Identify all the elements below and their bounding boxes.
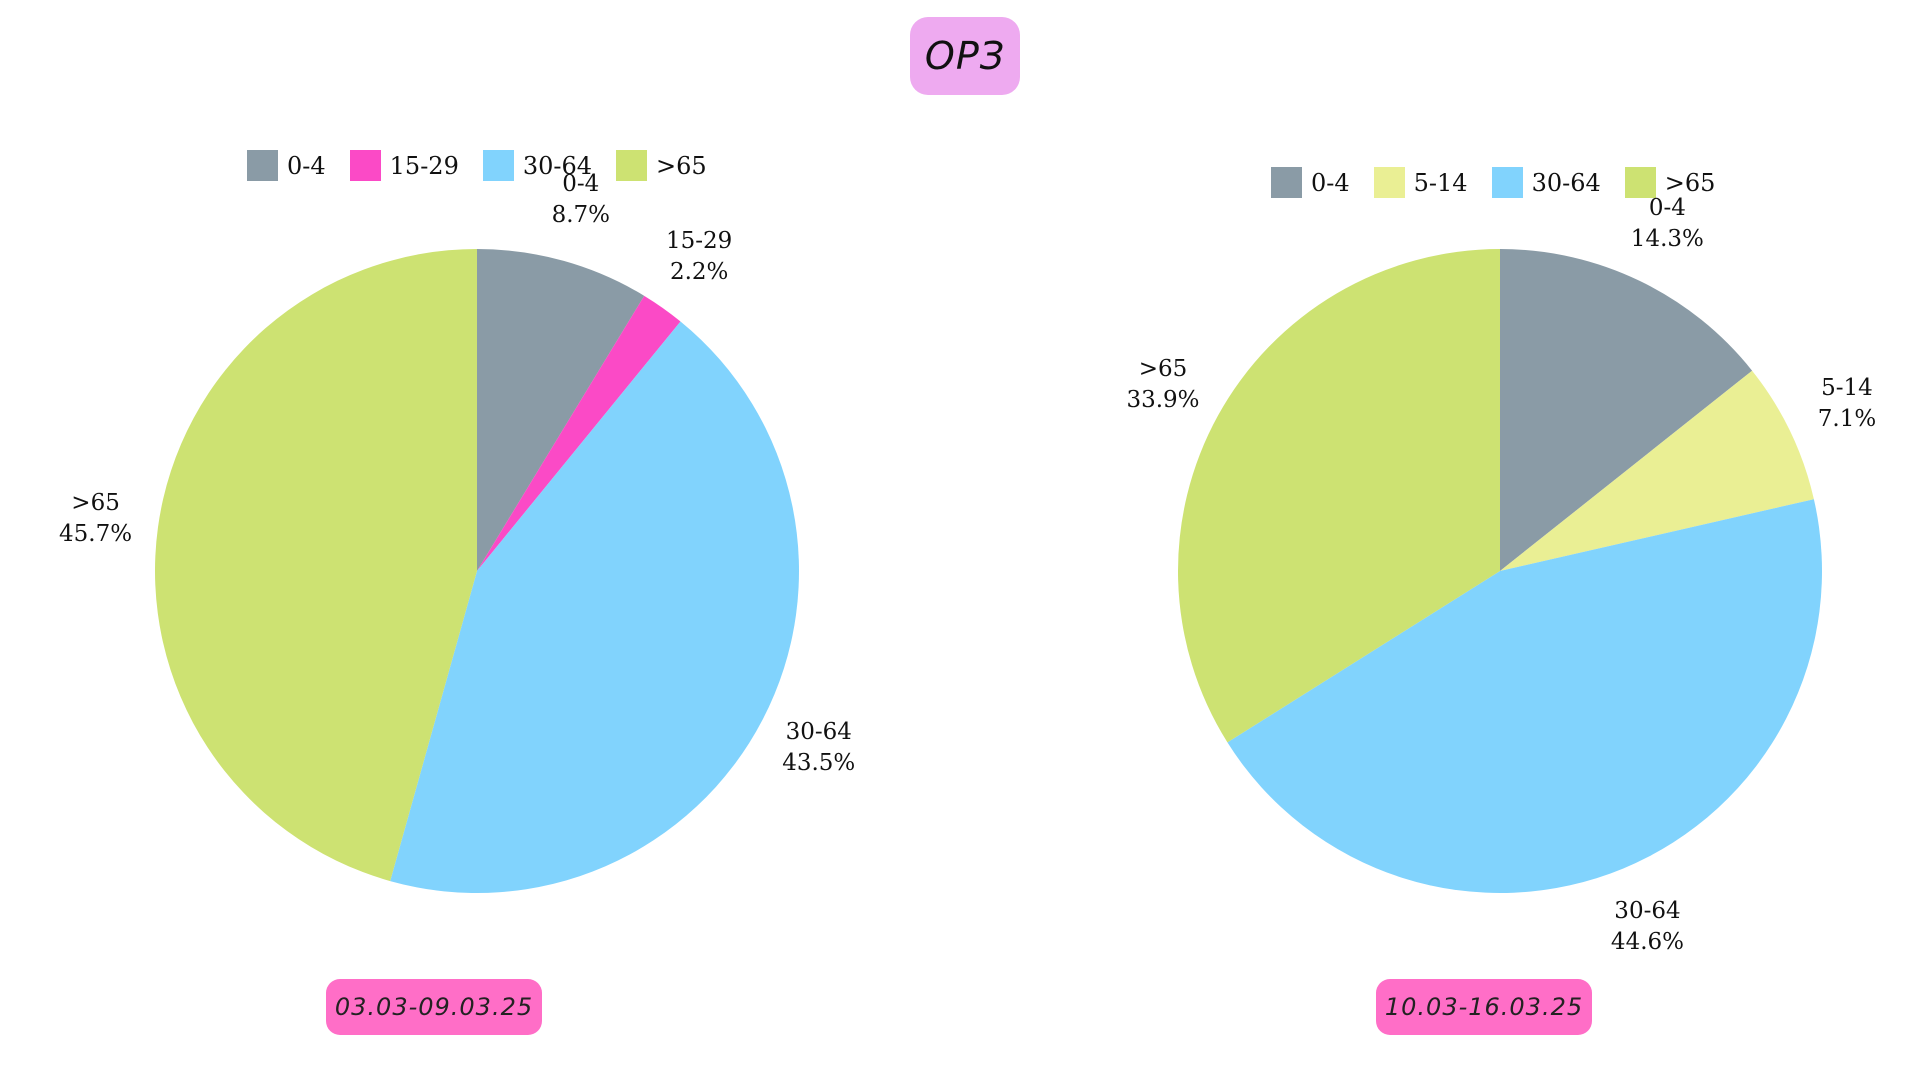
pie-slice-65: [154, 249, 477, 882]
legend-swatch: [349, 150, 381, 181]
pie-slice-0-4: [477, 249, 645, 571]
legend-label: 30-64: [1531, 168, 1601, 197]
legend-item: 30-64: [482, 150, 593, 181]
legend-label: 0-4: [1311, 168, 1350, 197]
legend-item: 15-29: [349, 150, 459, 181]
pie-svg-week-1: [154, 249, 800, 893]
slice-percent: 14.3%: [1630, 226, 1704, 253]
slice-label: 15-29 2.2%: [666, 226, 732, 288]
legend-label: >65: [656, 151, 707, 180]
period-badge-week-1: 03.03-09.03.25: [326, 979, 542, 1035]
legend-label: 5-14: [1413, 168, 1468, 197]
legend-label: 30-64: [522, 151, 593, 180]
legend-swatch: [1624, 167, 1656, 198]
pie-slice-0-4: [1500, 249, 1753, 571]
slice-percent: 43.5%: [782, 750, 856, 777]
legend-swatch: [1373, 167, 1405, 198]
legend-item: 5-14: [1373, 167, 1468, 198]
slice-category: 15-29: [666, 227, 733, 254]
slice-percent: 45.7%: [59, 520, 133, 547]
pie-chart-week-2: 0-4 5-14 30-64 >65 10.03-16.03.25 0-4 14.…: [960, 0, 1920, 1080]
slice-category: >65: [1138, 355, 1188, 382]
legend-label: 0-4: [287, 151, 326, 180]
legend-label: 15-29: [389, 151, 459, 180]
slice-percent: 44.6%: [1610, 928, 1685, 955]
pie-slice-15-29: [477, 295, 681, 571]
slice-label: 30-64 44.6%: [1611, 896, 1684, 958]
period-label: 10.03-16.03.25: [1384, 993, 1584, 1021]
pie-slice-30-64: [390, 321, 800, 893]
pie-svg-week-2: [1178, 249, 1822, 894]
pie-chart-week-1: 0-4 15-29 30-64 >65 03.03-09.03.25 0-4 8.…: [59, 150, 855, 1035]
chart-title-badge: ОРЗ: [910, 17, 1020, 95]
slice-label: >65 33.9%: [1126, 354, 1199, 416]
period-label: 03.03-09.03.25: [334, 993, 534, 1021]
slice-category: >65: [71, 489, 120, 516]
slice-percent: 8.7%: [551, 202, 611, 229]
slice-label: 5-14 7.1%: [1818, 373, 1876, 435]
legend-label: >65: [1664, 168, 1716, 197]
slice-category: 30-64: [1614, 897, 1681, 924]
slice-category: 0-4: [562, 171, 600, 198]
slice-label: 0-4 14.3%: [1631, 193, 1704, 255]
legend-swatch: [1271, 167, 1302, 198]
legend-item: 0-4: [247, 150, 326, 181]
legend-swatch: [1491, 167, 1523, 198]
slice-label: 0-4 8.7%: [552, 169, 610, 231]
pie-slice-30-64: [1227, 499, 1822, 894]
pie-slice-5-14: [1500, 370, 1814, 571]
legend-week-2: 0-4 5-14 30-64 >65: [1271, 167, 1739, 198]
legend-swatch: [616, 150, 648, 181]
legend-item: >65: [616, 150, 707, 181]
slice-label: 30-64 43.5%: [782, 717, 855, 779]
period-badge-week-2: 10.03-16.03.25: [1376, 979, 1592, 1035]
pie-slice-65: [1178, 249, 1500, 743]
slice-category: 0-4: [1648, 195, 1686, 222]
legend-swatch: [482, 150, 514, 181]
legend-item: >65: [1624, 167, 1716, 198]
chart-title: ОРЗ: [924, 34, 1006, 78]
slice-percent: 2.2%: [669, 258, 729, 285]
legend-item: 0-4: [1271, 167, 1350, 198]
legend-swatch: [247, 150, 278, 181]
legend-week-1: 0-4 15-29 30-64 >65: [247, 150, 731, 181]
slice-percent: 7.1%: [1817, 406, 1877, 433]
slice-category: 30-64: [785, 719, 852, 746]
slice-percent: 33.9%: [1126, 386, 1200, 413]
legend-item: 30-64: [1491, 167, 1601, 198]
slice-label: >65 45.7%: [59, 488, 132, 550]
slice-category: 5-14: [1821, 375, 1873, 402]
